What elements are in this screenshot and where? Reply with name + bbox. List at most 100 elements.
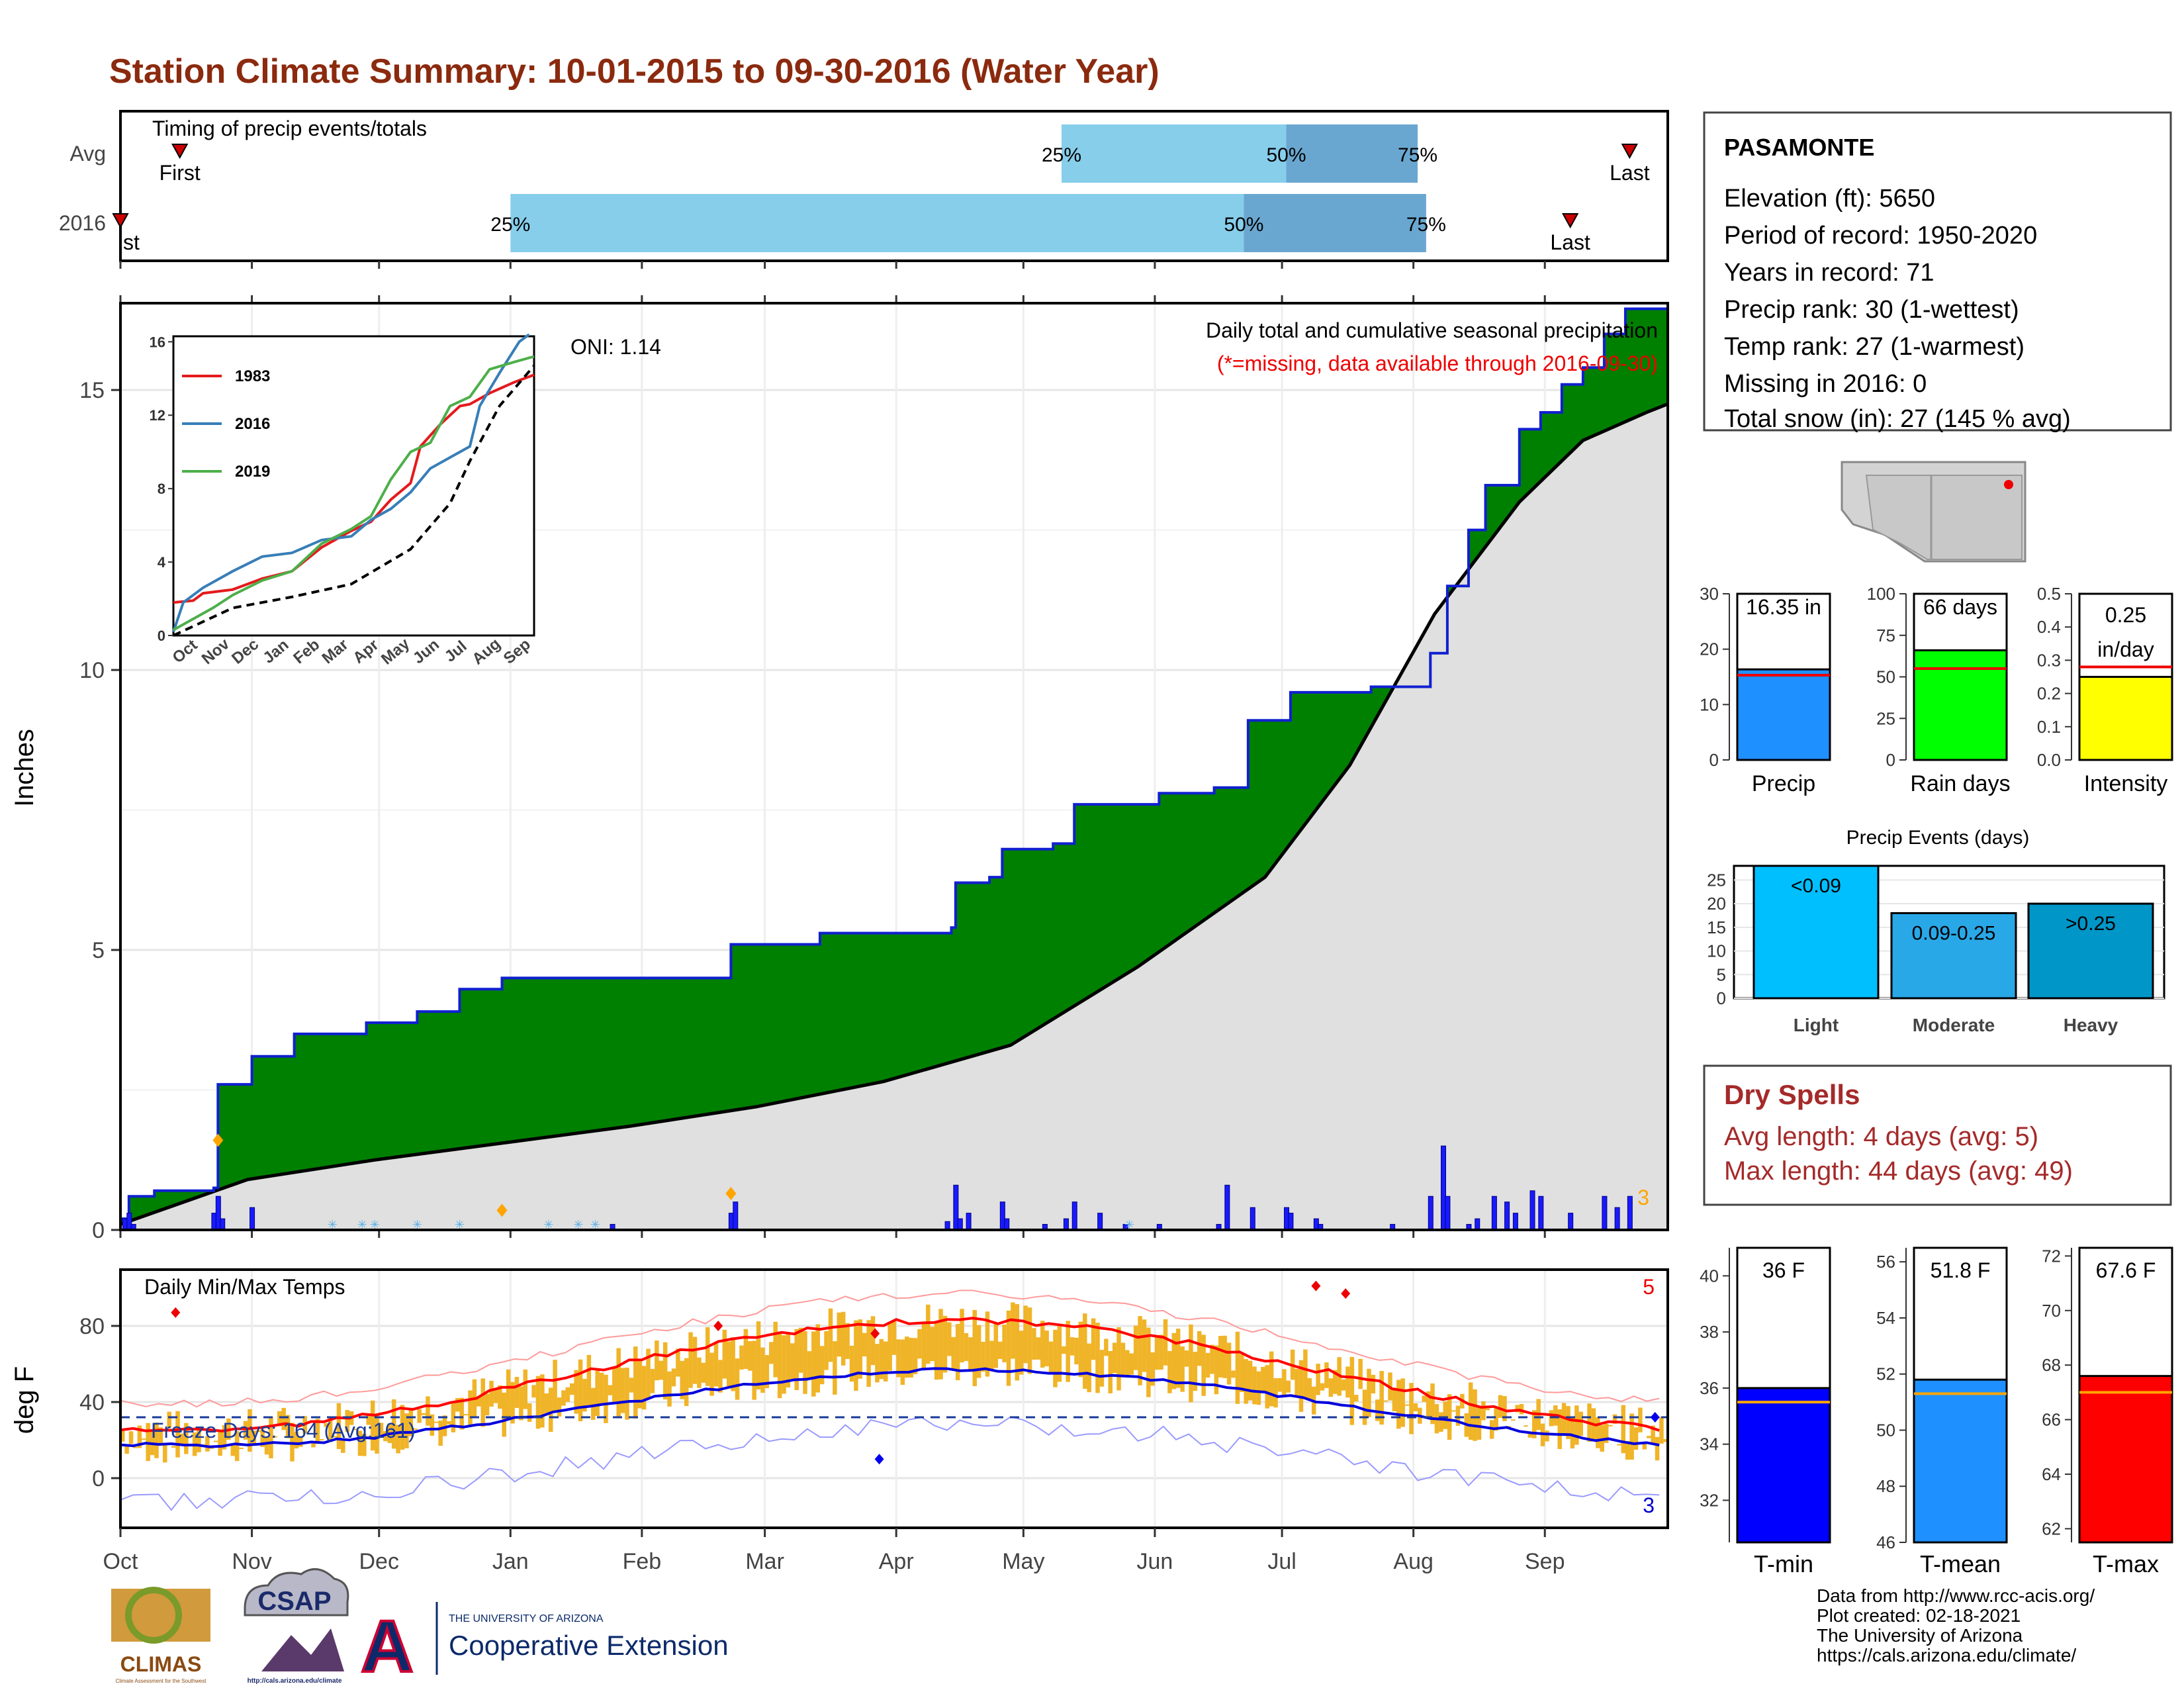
daily-temp-bar (951, 1337, 956, 1370)
daily-temp-bar (1125, 1350, 1130, 1377)
summary-bar-tick: 0.0 (2037, 750, 2061, 770)
daily-precip-bar (1445, 1196, 1450, 1230)
event-bar-range: >0.25 (2066, 913, 2116, 935)
station-missing: Missing in 2016: 0 (1724, 370, 1927, 398)
daily-temp-bar (553, 1360, 557, 1413)
page-title: Station Climate Summary: 10-01-2015 to 0… (109, 52, 1160, 91)
daily-temp-bar (621, 1368, 625, 1413)
daily-temp-bar (845, 1323, 850, 1359)
daily-temp-bar (531, 1385, 536, 1397)
temp-bar-label: T-max (2093, 1550, 2159, 1577)
station-info-box: PASAMONTE Elevation (ft): 5650 Period of… (1704, 113, 2171, 433)
daily-temp-bar (625, 1368, 629, 1420)
daily-temp-bar (1647, 1436, 1651, 1438)
daily-temp-bar (820, 1346, 825, 1384)
daily-temp-bar (1316, 1364, 1320, 1395)
summary-bar-tick: 10 (1700, 694, 1719, 714)
daily-temp-bar (1248, 1361, 1253, 1401)
daily-temp-bar (815, 1324, 820, 1392)
daily-temp-bar (1400, 1378, 1405, 1427)
daily-temp-bar (129, 1431, 134, 1444)
daily-temp-bar (1079, 1322, 1083, 1378)
precip-ylabel: Inches (10, 729, 39, 807)
credit-plot-created: Plot created: 02-18-2021 (1817, 1605, 2021, 1626)
daily-temp-bar (760, 1348, 765, 1393)
daily-temp-bar (1023, 1305, 1028, 1363)
daily-temp-bar (824, 1331, 829, 1370)
summary-bar-tick: 50 (1876, 667, 1895, 687)
summary-bar-tick: 0.2 (2037, 684, 2061, 704)
daily-temp-bar (1100, 1350, 1105, 1387)
daily-temp-bar (1002, 1325, 1007, 1362)
daily-temp-bar (231, 1444, 236, 1456)
daily-temp-bar (494, 1390, 498, 1403)
daily-temp-bar (523, 1370, 528, 1409)
summary-bars: 16.35 in0102030Precip66 days0255075100Ra… (1700, 584, 2172, 796)
daily-temp-bar (752, 1340, 756, 1399)
daily-temp-bar (1655, 1437, 1660, 1460)
daily-precip-bar (966, 1213, 971, 1230)
temp-bar-tick: 68 (2042, 1355, 2061, 1375)
daily-precip-bar (1505, 1202, 1510, 1230)
temp-bar-t-min: 36 F 32 34 36 38 40 T-min (1700, 1248, 1830, 1577)
daily-temp-bar (489, 1381, 494, 1407)
daily-temp-bar (1163, 1319, 1168, 1366)
event-bar-range: 0.09-0.25 (1912, 922, 1996, 944)
temp-top-count: 5 (1643, 1275, 1655, 1299)
daily-temp-bar (943, 1316, 948, 1373)
daily-precip-bar (1513, 1213, 1518, 1230)
daily-temp-bar (578, 1360, 583, 1421)
precip-note: (*=missing, data available through 2016-… (1217, 352, 1658, 375)
daily-temp-bar (633, 1346, 638, 1419)
daily-temp-bar (684, 1358, 689, 1406)
daily-temp-bar (1032, 1328, 1036, 1360)
daily-temp-bar (1130, 1353, 1134, 1374)
csap-logo: CSAP http://cals.arizona.edu/climate (245, 1569, 348, 1685)
daily-temp-bar (858, 1319, 863, 1379)
daily-temp-bar (1308, 1378, 1312, 1400)
dry-spells-title: Dry Spells (1724, 1079, 1860, 1110)
credit-university: The University of Arizona (1817, 1625, 2023, 1646)
daily-temp-bar (934, 1322, 939, 1380)
daily-temp-bar (549, 1387, 553, 1432)
climas-logo: CLIMAS Climate Assessment for the Southw… (111, 1589, 210, 1684)
daily-temp-bar (1282, 1369, 1287, 1395)
first-label-truncated: st (123, 230, 140, 254)
daily-precip-bar (958, 1219, 962, 1230)
daily-temp-bar (417, 1409, 422, 1423)
inset-ytick: 16 (150, 334, 165, 350)
daily-temp-bar (171, 1446, 176, 1447)
quartile-bar-25-50 (1062, 124, 1286, 183)
daily-temp-bar (502, 1393, 506, 1437)
daily-precip-bar (1530, 1191, 1535, 1230)
daily-temp-bar (702, 1363, 706, 1383)
daily-temp-bar (1053, 1330, 1058, 1387)
temp-ytick: 40 (79, 1390, 105, 1415)
summary-bar-tick: 75 (1876, 626, 1895, 645)
daily-temp-bar (616, 1348, 621, 1419)
quartile-25-label: 25% (1042, 144, 1081, 166)
daily-temp-bar (731, 1337, 735, 1391)
temp-bar-tick: 64 (2042, 1464, 2061, 1484)
summary-bar-rain-days: 66 days0255075100Rain days (1867, 584, 2011, 796)
credits: Data from http://www.rcc-acis.org/ Plot … (1817, 1585, 2095, 1665)
daily-temp-bar (930, 1327, 934, 1361)
daily-temp-bar (557, 1397, 562, 1417)
daily-temp-bar (803, 1331, 807, 1394)
daily-temp-bar (1486, 1409, 1490, 1411)
daily-temp-bar (1629, 1413, 1634, 1460)
daily-precip-bar (1064, 1219, 1068, 1230)
daily-temp-bar (1252, 1366, 1257, 1404)
daily-temp-bar (485, 1394, 490, 1415)
quartile-bar-25-50 (510, 194, 1244, 252)
events-ytick: 5 (1717, 964, 1726, 984)
daily-temp-bar (1392, 1387, 1397, 1411)
daily-temp-bar (1342, 1380, 1346, 1391)
quartile-50-label: 50% (1266, 144, 1306, 166)
daily-temp-bar (1545, 1430, 1549, 1441)
daily-temp-bar (1218, 1336, 1223, 1378)
summary-bar-label: Precip (1752, 771, 1815, 796)
daily-temp-bar (1303, 1350, 1308, 1398)
daily-temp-bar (311, 1444, 316, 1448)
daily-temp-bar (1287, 1381, 1291, 1393)
